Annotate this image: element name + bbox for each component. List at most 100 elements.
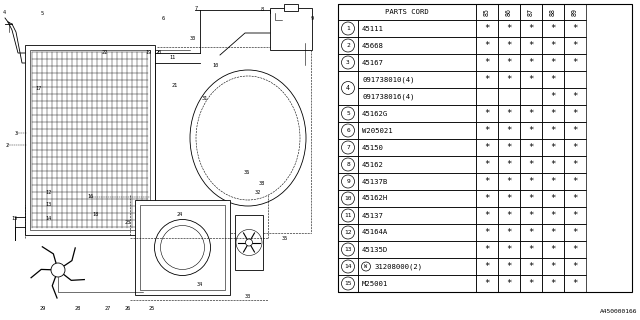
Bar	[564, 122, 586, 139]
Text: *: *	[528, 262, 534, 271]
Text: 7: 7	[195, 5, 198, 11]
Text: *: *	[506, 143, 512, 152]
Circle shape	[51, 263, 65, 277]
Text: 7: 7	[346, 145, 350, 150]
Text: *: *	[484, 177, 490, 186]
Bar	[338, 105, 358, 122]
Bar	[564, 241, 586, 258]
Text: *: *	[528, 177, 534, 186]
Bar	[338, 54, 358, 71]
Bar	[235, 215, 263, 270]
Bar	[520, 37, 542, 54]
Text: *: *	[550, 58, 556, 67]
Bar	[498, 122, 520, 139]
Text: 35: 35	[282, 236, 288, 241]
Text: 3: 3	[346, 60, 350, 65]
Text: 6: 6	[346, 128, 350, 133]
Text: *: *	[528, 109, 534, 118]
Bar	[564, 173, 586, 190]
Text: *: *	[572, 262, 578, 271]
Text: 31208000(2): 31208000(2)	[374, 263, 422, 270]
Bar	[498, 275, 520, 292]
Bar	[564, 207, 586, 224]
Text: 89: 89	[572, 8, 578, 16]
Bar	[542, 71, 564, 88]
Text: 11: 11	[169, 54, 175, 60]
Bar	[542, 88, 564, 105]
Text: 9: 9	[310, 15, 314, 20]
Text: *: *	[528, 211, 534, 220]
Bar	[476, 139, 498, 156]
Text: 2: 2	[5, 142, 8, 148]
Bar	[498, 20, 520, 37]
Text: *: *	[572, 194, 578, 203]
Text: 28: 28	[75, 306, 81, 310]
Bar	[358, 207, 476, 224]
Circle shape	[246, 239, 253, 246]
Bar	[520, 88, 542, 105]
Text: *: *	[528, 143, 534, 152]
Text: 87: 87	[528, 8, 534, 16]
Bar	[520, 190, 542, 207]
Text: 8: 8	[260, 6, 264, 12]
Bar	[358, 190, 476, 207]
Text: *: *	[528, 160, 534, 169]
Text: *: *	[506, 262, 512, 271]
Text: 32: 32	[255, 189, 261, 195]
Bar	[564, 71, 586, 88]
Bar	[476, 190, 498, 207]
Text: W: W	[364, 264, 367, 269]
Bar	[520, 156, 542, 173]
Bar	[564, 4, 586, 20]
Bar	[270, 8, 312, 50]
Bar	[358, 275, 476, 292]
Text: *: *	[550, 177, 556, 186]
Text: 18: 18	[92, 212, 98, 218]
Bar	[542, 190, 564, 207]
Bar	[338, 139, 358, 156]
Text: *: *	[484, 109, 490, 118]
Bar	[520, 241, 542, 258]
Bar	[542, 156, 564, 173]
Bar	[542, 241, 564, 258]
Bar	[498, 258, 520, 275]
Bar	[476, 224, 498, 241]
Bar	[520, 4, 542, 20]
Text: M25001: M25001	[362, 281, 388, 286]
Bar	[476, 173, 498, 190]
Bar	[564, 54, 586, 71]
Bar	[358, 173, 476, 190]
Text: *: *	[550, 160, 556, 169]
Bar	[564, 139, 586, 156]
Bar	[338, 37, 358, 54]
Text: *: *	[506, 245, 512, 254]
Bar	[30, 50, 150, 230]
Text: 33: 33	[245, 294, 251, 300]
Bar	[476, 275, 498, 292]
Bar	[564, 190, 586, 207]
Text: 45162: 45162	[362, 162, 384, 167]
Text: *: *	[484, 211, 490, 220]
Text: 4: 4	[346, 85, 350, 91]
Text: *: *	[572, 109, 578, 118]
Text: *: *	[506, 194, 512, 203]
Bar	[564, 20, 586, 37]
Bar	[476, 54, 498, 71]
Text: 19: 19	[145, 50, 151, 54]
Bar	[338, 275, 358, 292]
Bar	[542, 54, 564, 71]
Text: *: *	[550, 228, 556, 237]
Bar	[520, 173, 542, 190]
Text: 12: 12	[344, 230, 352, 235]
Bar	[476, 156, 498, 173]
Text: *: *	[550, 211, 556, 220]
Bar	[358, 139, 476, 156]
Bar	[542, 258, 564, 275]
Text: 4: 4	[3, 10, 6, 14]
Bar	[498, 241, 520, 258]
Text: 88: 88	[550, 8, 556, 16]
Text: 30: 30	[190, 36, 196, 41]
Text: *: *	[506, 228, 512, 237]
Bar	[542, 275, 564, 292]
Bar	[498, 190, 520, 207]
